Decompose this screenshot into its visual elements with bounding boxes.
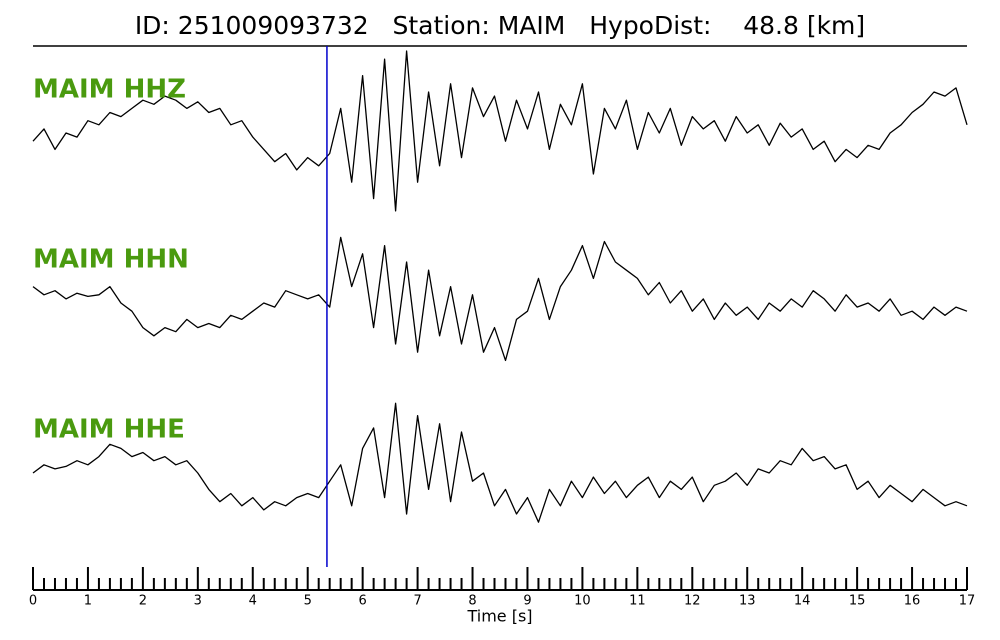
trace-label: MAIM HHE	[33, 415, 185, 445]
x-tick-label: 7	[413, 594, 421, 609]
x-axis-label: Time [s]	[466, 607, 532, 626]
x-tick-label: 12	[684, 594, 701, 609]
chart-title: ID: 251009093732 Station: MAIM HypoDist:…	[135, 11, 865, 40]
waveform	[32, 402, 968, 523]
x-tick-label: 15	[849, 594, 866, 609]
x-tick-label: 1	[84, 594, 92, 609]
x-tick-label: 17	[959, 594, 976, 609]
x-tick-label: 9	[523, 594, 531, 609]
x-tick-label: 8	[468, 594, 476, 609]
x-tick-label: 3	[194, 594, 202, 609]
x-tick-label: 0	[29, 594, 37, 609]
x-tick-label: 13	[739, 594, 756, 609]
x-tick-label: 4	[249, 594, 257, 609]
x-tick-label: 10	[574, 594, 591, 609]
x-tick-label: 2	[139, 594, 147, 609]
waveform	[32, 50, 968, 212]
trace-label: MAIM HHZ	[33, 75, 186, 105]
x-tick-label: 5	[304, 594, 312, 609]
x-tick-label: 11	[629, 594, 646, 609]
x-tick-label: 16	[904, 594, 921, 609]
x-tick-label: 14	[794, 594, 811, 609]
x-tick-label: 6	[359, 594, 367, 609]
waveform	[32, 236, 968, 362]
trace-label: MAIM HHN	[33, 245, 189, 275]
